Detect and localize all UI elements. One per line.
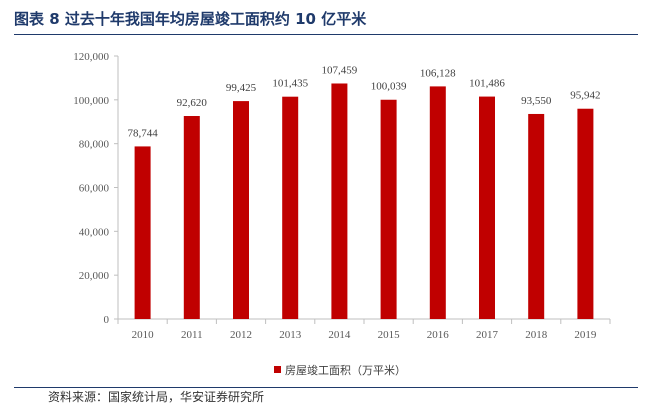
y-tick-label: 120,000 [73, 51, 109, 63]
x-tick-label: 2015 [378, 329, 401, 341]
legend: 房屋竣工面积（万平米） [274, 363, 406, 377]
bar [183, 116, 200, 319]
data-label: 92,620 [177, 97, 208, 109]
data-label: 101,435 [272, 78, 308, 90]
data-label: 95,942 [570, 90, 600, 102]
source-note: 资料来源：国家统计局，华安证券研究所 [48, 390, 265, 404]
data-labels: 78,744 92,620 99,425 101,435 107,459 100,039 1… [127, 64, 600, 139]
figure-title: 图表 8 过去十年我国年均房屋竣工面积约 10 亿平米 [14, 10, 367, 28]
bar [134, 146, 151, 319]
data-label: 100,039 [371, 81, 407, 93]
legend-label: 房屋竣工面积（万平米） [285, 363, 406, 377]
bar [577, 108, 594, 320]
y-tick-label: 20,000 [79, 270, 110, 282]
bar-chart: 020,00040,00060,00080,000100,000120,000 … [73, 51, 611, 377]
data-label: 93,550 [521, 95, 552, 107]
data-label: 101,486 [469, 78, 505, 90]
bar [479, 96, 495, 320]
bar [233, 101, 249, 320]
x-tick-label: 2018 [525, 329, 548, 341]
y-tick-label: 80,000 [79, 139, 110, 151]
y-axis: 0 20,000 40,000 60,000 80,000 100,000 120,000 [73, 51, 119, 326]
x-tick-label: 2012 [230, 329, 252, 341]
bar-series [134, 83, 594, 320]
bar [429, 86, 446, 319]
x-tick-label: 2016 [427, 329, 450, 341]
bar [380, 99, 397, 319]
data-label: 107,459 [322, 64, 358, 76]
x-tick-label: 2011 [181, 329, 203, 341]
x-tick-label: 2019 [574, 329, 597, 341]
data-label: 106,128 [420, 67, 456, 79]
y-tick-label: 40,000 [79, 226, 110, 238]
x-tick-label: 2014 [328, 329, 351, 341]
x-axis: 2010 2011 2012 2013 2014 2015 2016 2017 2018 2019 [117, 318, 611, 341]
title-rule [14, 34, 638, 35]
bar [331, 83, 348, 320]
y-tick-label: 60,000 [79, 183, 110, 195]
footer-rule [14, 387, 638, 388]
data-label: 78,744 [127, 127, 158, 139]
bar [282, 96, 299, 319]
y-tick-label: 100,000 [73, 95, 109, 107]
x-tick-label: 2010 [132, 329, 155, 341]
x-tick-label: 2013 [279, 329, 302, 341]
data-label: 99,425 [226, 82, 257, 94]
x-tick-label: 2017 [476, 329, 499, 341]
y-tick-label: 0 [104, 314, 110, 326]
legend-swatch [274, 366, 281, 373]
bar [528, 113, 545, 320]
